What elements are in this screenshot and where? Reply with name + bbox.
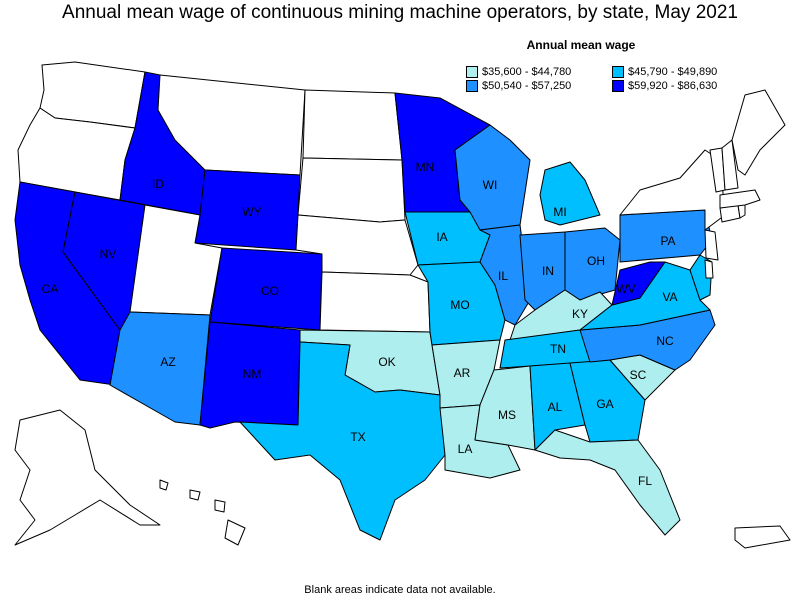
state-label-tn: TN <box>550 342 566 356</box>
state-label-oh: OH <box>587 254 605 268</box>
state-az <box>109 311 211 426</box>
state-nj <box>704 229 719 261</box>
state-hi <box>159 479 246 546</box>
state-ak <box>14 409 161 546</box>
state-label-sc: SC <box>630 368 647 382</box>
state-label-ms: MS <box>498 408 516 422</box>
state-wv <box>611 261 666 306</box>
states-layer <box>14 61 791 549</box>
legend-swatch <box>466 80 478 92</box>
state-fl <box>534 429 681 536</box>
legend-label: $35,600 - $44,780 <box>482 66 572 78</box>
state-label-mn: MN <box>416 160 435 174</box>
legend-swatch <box>466 66 478 78</box>
state-nh <box>721 139 739 191</box>
state-label-al: AL <box>548 400 563 414</box>
state-label-in: IN <box>542 264 554 278</box>
state-label-tx: TX <box>350 430 365 444</box>
legend-item: $35,600 - $44,780 <box>466 66 612 78</box>
state-sd <box>297 157 406 223</box>
state-de <box>704 259 714 279</box>
state-label-mi: MI <box>553 205 566 219</box>
state-wy <box>194 169 301 251</box>
state-ks <box>319 271 431 333</box>
state-label-nm: NM <box>243 367 262 381</box>
legend-swatch <box>612 80 624 92</box>
state-label-ia: IA <box>436 230 447 244</box>
state-label-id: ID <box>152 177 164 191</box>
state-label-nc: NC <box>656 334 674 348</box>
state-label-va: VA <box>662 290 677 304</box>
state-label-mo: MO <box>450 298 469 312</box>
state-label-wy: WY <box>242 205 261 219</box>
page-title: Annual mean wage of continuous mining ma… <box>62 2 738 23</box>
state-label-pa: PA <box>660 234 675 248</box>
state-nd <box>302 89 403 161</box>
state-label-la: LA <box>458 442 473 456</box>
legend-swatch <box>612 66 624 78</box>
state-label-ca: CA <box>42 282 59 296</box>
state-label-az: AZ <box>160 355 175 369</box>
state-label-wv: WV <box>616 282 635 296</box>
state-ma <box>719 189 761 209</box>
state-pr <box>734 525 791 549</box>
legend-label: $50,540 - $57,250 <box>482 80 572 92</box>
labels-layer: CA NV ID WY AZ CO NM OK TX MN IA MO AR LA WI IL MI IN OH KY… <box>42 160 678 488</box>
legend-title: Annual mean wage <box>526 38 636 52</box>
state-al <box>529 362 586 451</box>
state-label-co: CO <box>261 284 279 298</box>
footnote: Blank areas indicate data not available. <box>304 584 496 596</box>
state-label-fl: FL <box>638 474 652 488</box>
legend-item: $50,540 - $57,250 <box>466 80 612 92</box>
state-mi <box>539 161 601 226</box>
state-label-ar: AR <box>454 366 471 380</box>
legend: Annual mean wage $35,600 - $44,780 $45,7… <box>466 38 717 92</box>
state-tx <box>239 341 446 541</box>
state-label-ok: OK <box>378 355 395 369</box>
state-label-wi: WI <box>483 178 498 192</box>
legend-item: $45,790 - $49,890 <box>612 66 722 78</box>
state-label-il: IL <box>498 269 508 283</box>
legend-item: $59,920 - $86,630 <box>612 80 722 92</box>
legend-label: $59,920 - $86,630 <box>628 80 718 92</box>
legend-label: $45,790 - $49,890 <box>628 66 718 78</box>
state-label-nv: NV <box>100 247 117 261</box>
state-label-ky: KY <box>572 307 588 321</box>
state-label-ga: GA <box>596 397 613 411</box>
state-me <box>731 89 786 176</box>
